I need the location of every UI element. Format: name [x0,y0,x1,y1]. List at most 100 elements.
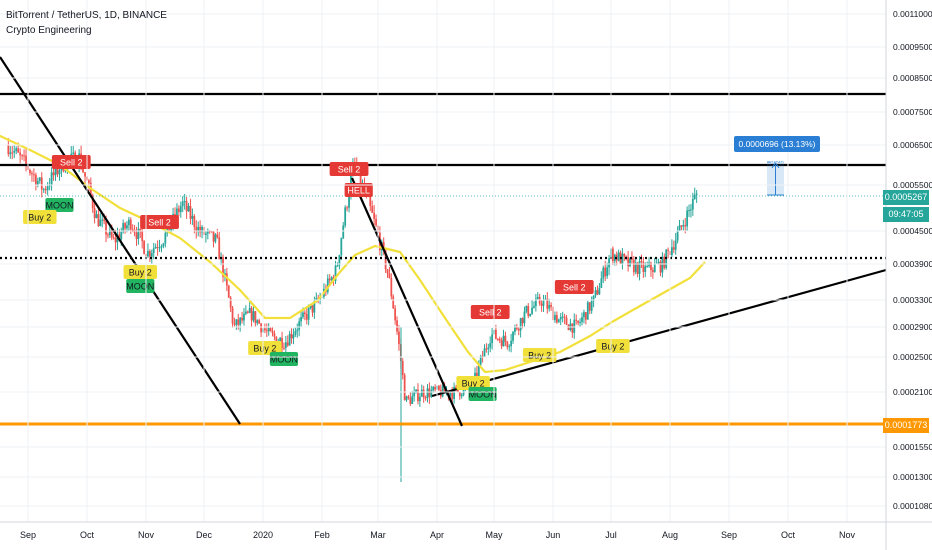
candle [542,294,545,312]
downtrend-line-2 [350,177,464,427]
candle [338,254,341,270]
candle [95,210,98,219]
candle [187,203,190,212]
candle [617,249,620,262]
candle [523,306,526,328]
candle [504,331,507,347]
signal-label-text: MOON [469,390,497,400]
candle [496,338,499,342]
y-tick-label: 0.0008500 [893,73,932,83]
candle [638,256,641,281]
candle [396,316,398,335]
y-tick-label: 0.0006500 [893,140,932,150]
x-tick-label: Nov [138,530,155,540]
candle [594,286,597,298]
candle [559,312,562,326]
candle [326,274,329,295]
signal-label-text: Buy 2 [28,213,51,223]
candle [33,168,35,182]
candle [401,358,404,380]
candle [485,343,488,353]
candle [137,222,140,245]
candle [671,239,673,258]
x-tick-label: Dec [196,530,213,540]
candle [602,265,605,284]
candle [519,317,522,338]
candle [147,243,149,258]
candle [411,390,414,405]
candle [596,285,599,296]
candle [9,146,12,159]
candle [34,172,37,191]
candle [672,240,675,254]
candle [588,302,591,315]
signal-label-box [344,183,373,197]
signal-label-box [522,348,557,362]
candle [260,322,262,338]
candle [256,319,259,326]
signal-label-box [140,215,179,229]
signal-label-text: Sell 2 [60,158,83,168]
candle [682,219,685,231]
signal-label-box [596,339,630,353]
candle [290,328,293,344]
candle [527,303,530,319]
candle [502,329,505,347]
candle [292,328,295,345]
candle [258,318,261,324]
signal-label-box [23,210,57,224]
signal-label-text: HELL [347,186,370,196]
moving-average [0,134,706,374]
candle [15,146,18,155]
candle [621,248,624,270]
candle [141,226,144,249]
candle [235,319,238,330]
candle [514,324,516,336]
candle [550,302,552,311]
candle [42,187,45,193]
signal-label-buy: Buy 2 [123,265,158,279]
candle [197,221,200,237]
candle [636,262,639,278]
candle [546,292,549,314]
x-tick-label: Jun [546,530,561,540]
candle [222,254,224,283]
candle [590,296,593,314]
candle [627,250,630,272]
candle [191,208,194,225]
signal-label-buy: Buy 2 [456,376,490,390]
candle [653,257,656,273]
candle [254,310,257,327]
candles [7,138,698,482]
candle [328,274,331,286]
signal-label-text: MOON [45,201,73,211]
candle [390,273,393,300]
candle [108,225,111,239]
candle [156,240,159,256]
candle [160,244,163,253]
candle [508,344,511,352]
candle [667,247,669,259]
candle [581,312,583,326]
candle [31,170,33,182]
candle [659,260,662,277]
signal-label-text: Sell 2 [338,165,361,175]
level-price-tag: 0.0001773 [883,418,929,433]
candle [29,168,31,176]
candle [19,148,22,164]
candle [307,304,310,326]
candle [13,144,16,159]
candle [246,310,249,314]
candle [195,220,198,239]
y-tick-label: 0.0009500 [893,42,932,52]
candle [592,295,595,308]
candle [548,298,551,312]
candle [563,313,566,325]
candle [107,232,109,239]
indicator-name[interactable]: Crypto Engineering [6,25,92,36]
candle [250,305,253,328]
candle [674,233,677,255]
candle [294,327,297,337]
